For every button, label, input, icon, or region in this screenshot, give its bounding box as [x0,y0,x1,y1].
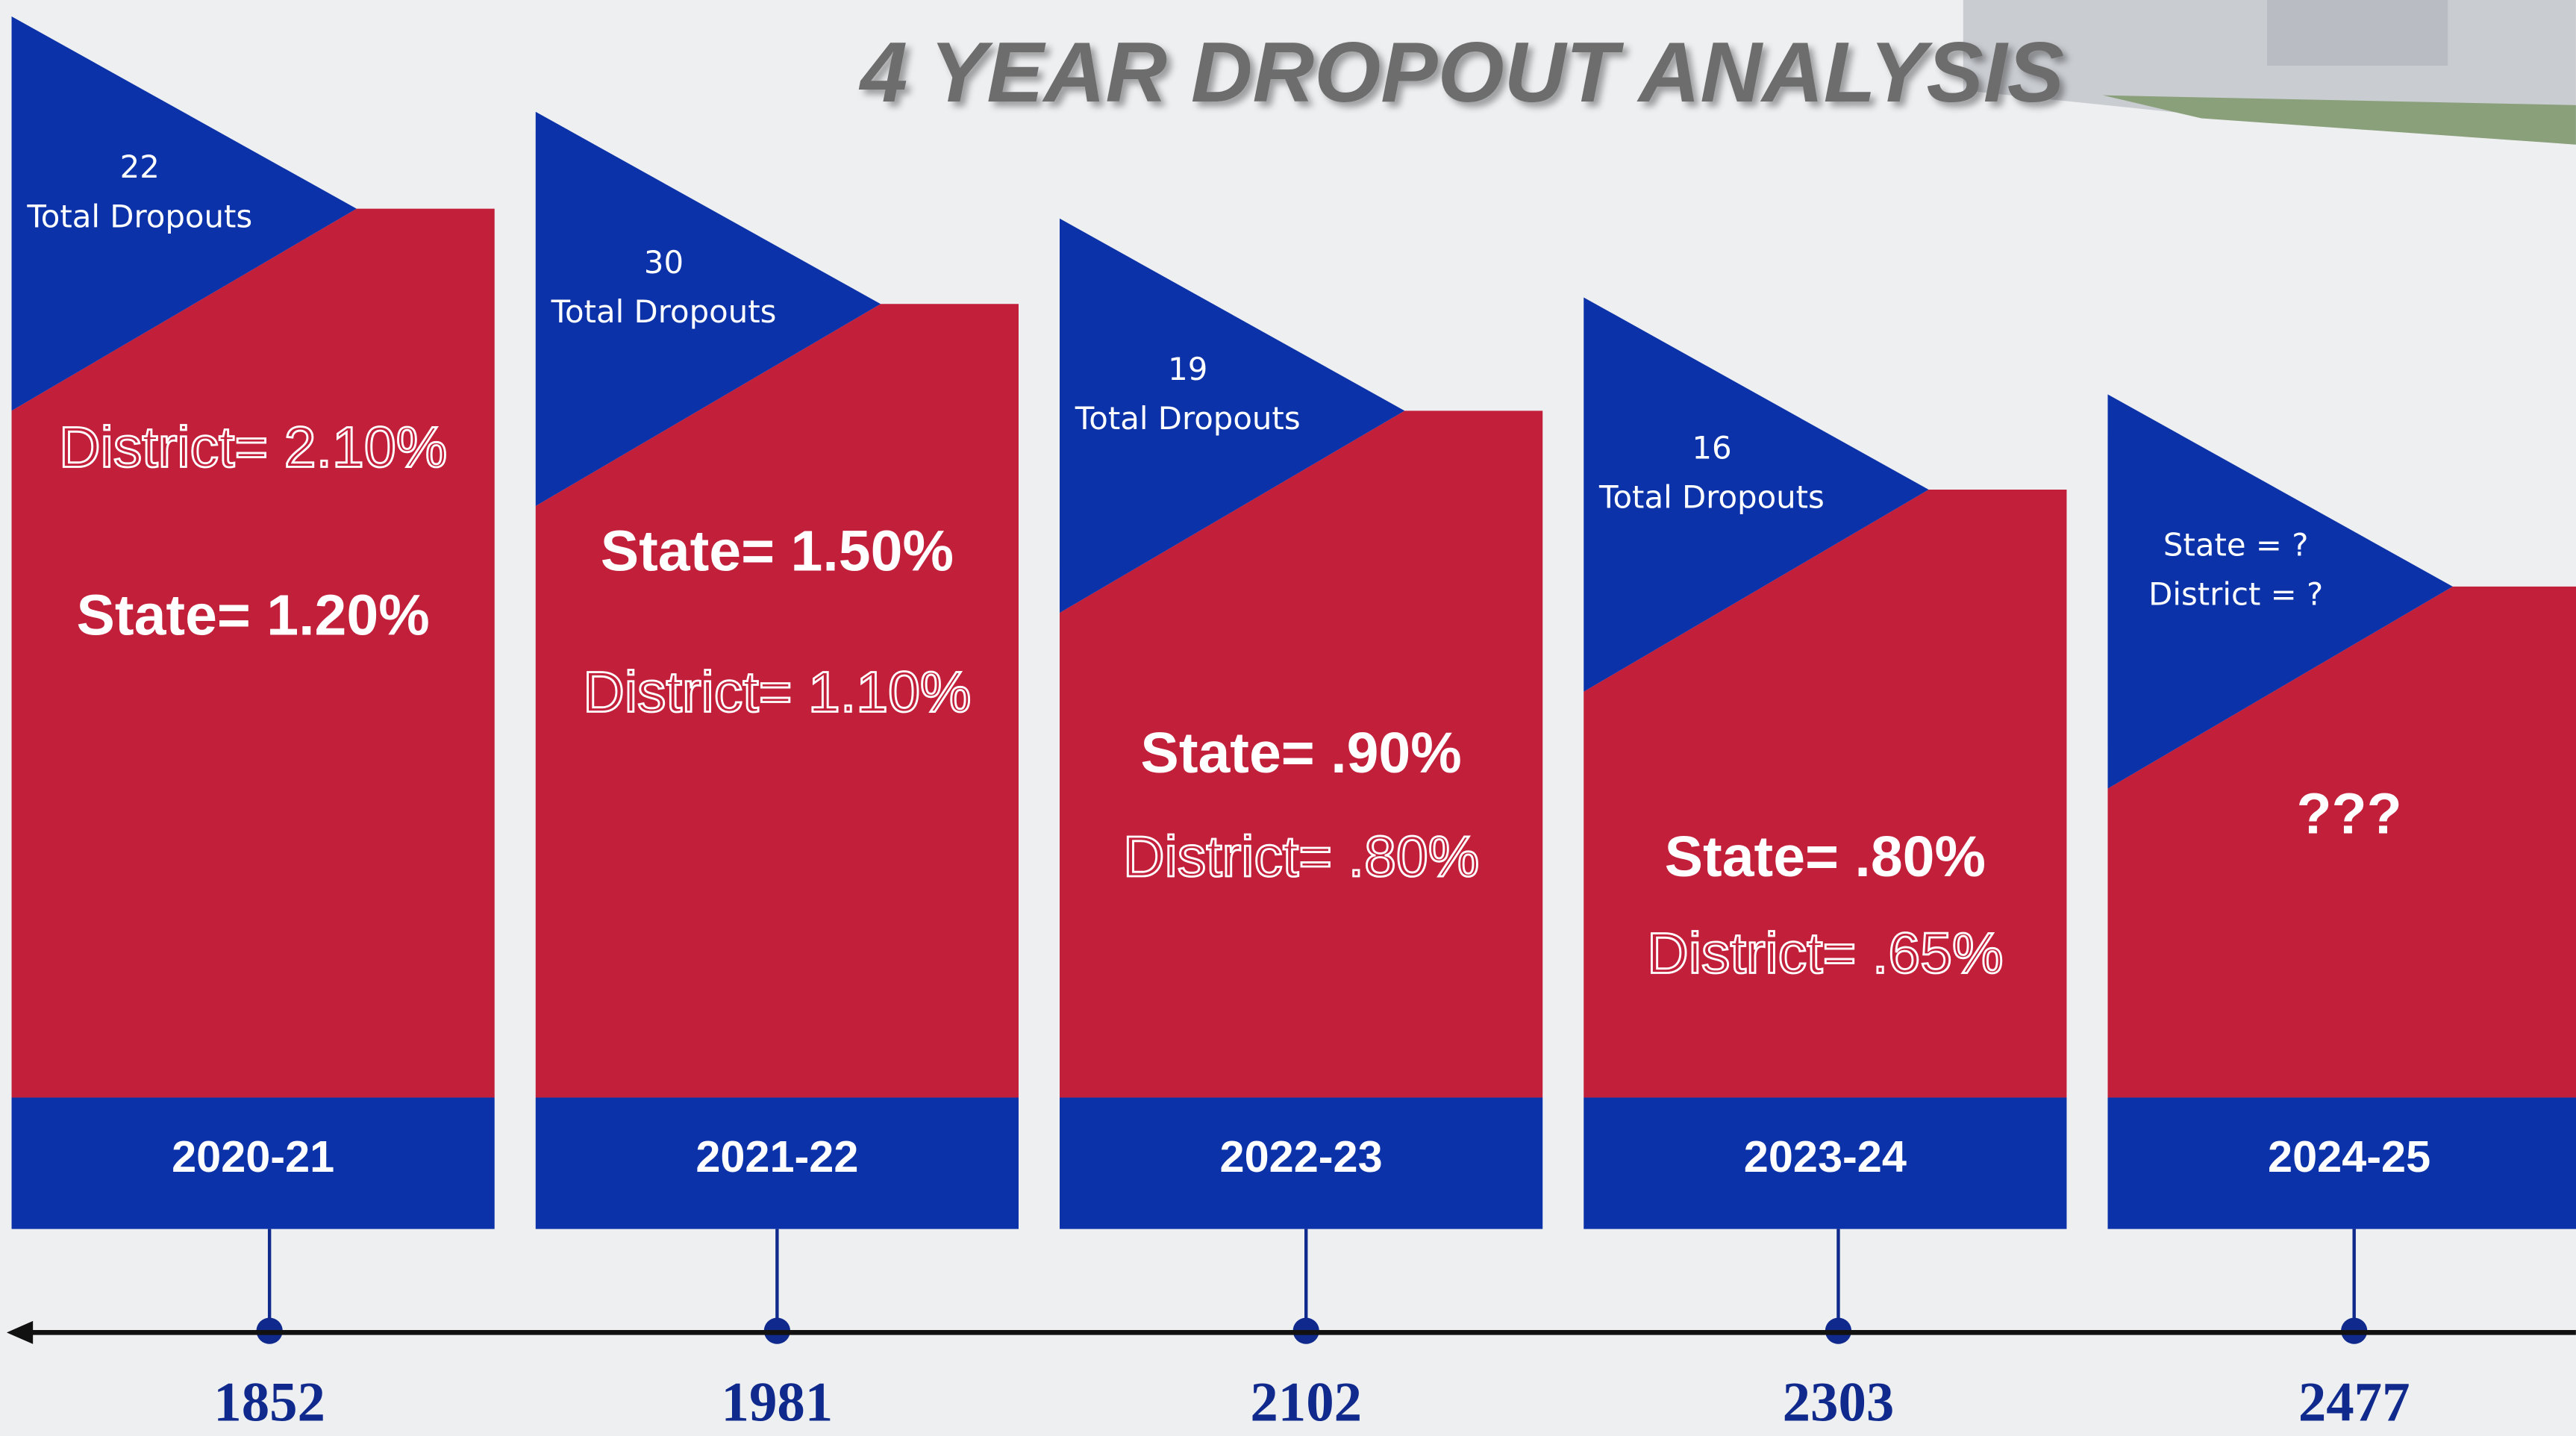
top-text: 16 [1692,430,1731,466]
year-label: 2024-25 [2268,1131,2430,1181]
rate-text: District= .65% [1647,922,2003,986]
top-text: 22 [120,149,160,185]
title: 4 YEAR DROPOUT ANALYSIS [859,25,2064,120]
top-text: Total Dropouts [1075,400,1301,437]
rate-text: District= 2.10% [59,416,447,480]
rate-text: ??? [2297,782,2402,846]
rate-text: District= .80% [1123,825,1479,889]
enrollment: 1852 [213,1372,325,1434]
photo-building [2267,0,2448,66]
enrollment: 2477 [2298,1372,2410,1434]
page: 4 YEAR DROPOUT ANALYSIS 22 Total Dropouts… [0,0,2576,1436]
rate-text: State= .90% [1140,721,1461,785]
year-label: 2022-23 [1220,1131,1383,1181]
top-text: 19 [1168,351,1207,387]
top-text: 30 [644,244,684,281]
infographic: 4 YEAR DROPOUT ANALYSIS 22 Total Dropouts… [0,0,2576,1436]
year-label: 2021-22 [695,1131,858,1181]
rate-text: State= 1.50% [601,519,954,583]
enrollment: 2303 [1783,1372,1895,1434]
enrollment: 2102 [1250,1372,1362,1434]
rate-text: District= 1.10% [583,661,971,725]
rate-text: State= 1.20% [77,583,430,647]
top-text: Total Dropouts [1598,479,1825,516]
top-text: District = ? [2148,576,2323,613]
rate-text: State= .80% [1665,825,1986,889]
enrollment: 1981 [722,1372,834,1434]
top-text: Total Dropouts [26,198,252,234]
year-label: 2023-24 [1744,1131,1907,1181]
top-text: State = ? [2163,527,2309,564]
year-label: 2020-21 [172,1131,334,1181]
top-text: Total Dropouts [551,293,777,330]
